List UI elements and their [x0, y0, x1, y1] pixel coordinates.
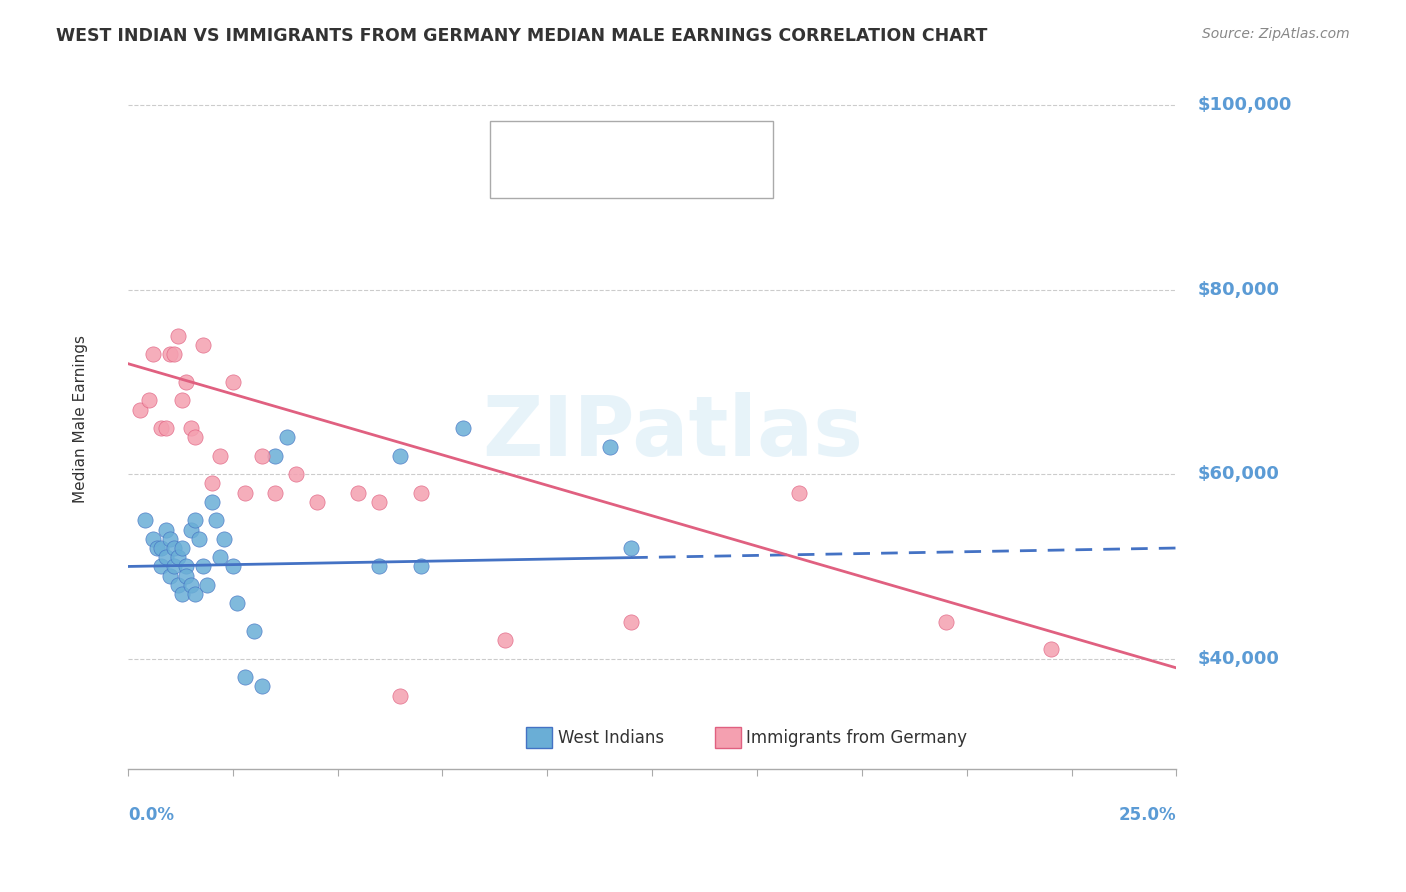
Point — [1039, 642, 1062, 657]
Point — [184, 587, 207, 601]
Point — [347, 485, 370, 500]
Point — [209, 550, 232, 565]
Point — [172, 587, 194, 601]
Text: Source: ZipAtlas.com: Source: ZipAtlas.com — [1202, 27, 1350, 41]
Point — [787, 485, 810, 500]
Point — [225, 596, 247, 610]
Point — [163, 559, 186, 574]
Point — [188, 532, 211, 546]
Point — [250, 449, 273, 463]
Point — [193, 338, 215, 352]
Point — [176, 559, 198, 574]
Point — [453, 421, 475, 435]
Point — [209, 449, 232, 463]
Point — [134, 513, 156, 527]
Point — [159, 347, 181, 361]
Point — [263, 449, 285, 463]
Point — [167, 329, 190, 343]
Point — [150, 541, 173, 555]
Point — [142, 532, 165, 546]
Point — [176, 568, 198, 582]
Point — [129, 402, 152, 417]
Point — [180, 421, 202, 435]
Text: 41: 41 — [683, 132, 707, 150]
Point — [138, 393, 160, 408]
Text: -0.560: -0.560 — [579, 158, 638, 176]
Point — [159, 568, 181, 582]
Point — [620, 615, 643, 629]
Point — [193, 559, 215, 574]
Point — [155, 421, 177, 435]
Point — [221, 559, 243, 574]
Point — [242, 624, 264, 638]
Bar — [716, 727, 741, 748]
Point — [176, 375, 198, 389]
Point — [599, 440, 621, 454]
Point — [205, 513, 228, 527]
Point — [212, 532, 235, 546]
Point — [935, 615, 957, 629]
Point — [167, 578, 190, 592]
Point — [411, 485, 433, 500]
Point — [620, 541, 643, 555]
Point — [155, 523, 177, 537]
Text: $60,000: $60,000 — [1198, 466, 1279, 483]
Point — [150, 421, 173, 435]
Point — [163, 541, 186, 555]
Point — [389, 449, 412, 463]
Point — [233, 485, 256, 500]
Point — [180, 523, 202, 537]
Point — [494, 633, 516, 648]
Point — [163, 347, 186, 361]
Text: $40,000: $40,000 — [1198, 649, 1279, 668]
Text: ZIPatlas: ZIPatlas — [482, 392, 863, 474]
Text: 0.0%: 0.0% — [128, 806, 174, 824]
Text: WEST INDIAN VS IMMIGRANTS FROM GERMANY MEDIAN MALE EARNINGS CORRELATION CHART: WEST INDIAN VS IMMIGRANTS FROM GERMANY M… — [56, 27, 987, 45]
Point — [155, 550, 177, 565]
Point — [201, 495, 224, 509]
Text: 0.032: 0.032 — [579, 132, 631, 150]
Point — [368, 495, 391, 509]
Point — [221, 375, 243, 389]
Point — [184, 513, 207, 527]
Text: 25.0%: 25.0% — [1119, 806, 1177, 824]
Text: N =: N = — [641, 132, 673, 150]
Text: West Indians: West Indians — [558, 729, 664, 747]
Point — [184, 430, 207, 444]
Point — [180, 578, 202, 592]
Point — [368, 559, 391, 574]
Point — [233, 670, 256, 684]
Point — [389, 689, 412, 703]
Point — [172, 393, 194, 408]
Point — [263, 485, 285, 500]
Point — [150, 559, 173, 574]
Bar — [526, 727, 553, 748]
Bar — [505, 158, 526, 175]
Point — [411, 559, 433, 574]
Point — [167, 550, 190, 565]
Point — [276, 430, 298, 444]
Text: N =: N = — [641, 158, 673, 176]
Point — [250, 679, 273, 693]
Point — [201, 476, 224, 491]
Point — [146, 541, 169, 555]
Point — [159, 532, 181, 546]
Text: Median Male Earnings: Median Male Earnings — [73, 334, 89, 503]
Point — [172, 541, 194, 555]
Bar — [505, 132, 526, 149]
Point — [305, 495, 328, 509]
Text: $100,000: $100,000 — [1198, 96, 1292, 114]
Point — [197, 578, 219, 592]
Text: R =: R = — [537, 158, 568, 176]
Text: Immigrants from Germany: Immigrants from Germany — [747, 729, 967, 747]
Point — [284, 467, 307, 482]
Text: $80,000: $80,000 — [1198, 281, 1279, 299]
Point — [142, 347, 165, 361]
Text: R =: R = — [537, 132, 568, 150]
Text: 30: 30 — [683, 158, 707, 176]
